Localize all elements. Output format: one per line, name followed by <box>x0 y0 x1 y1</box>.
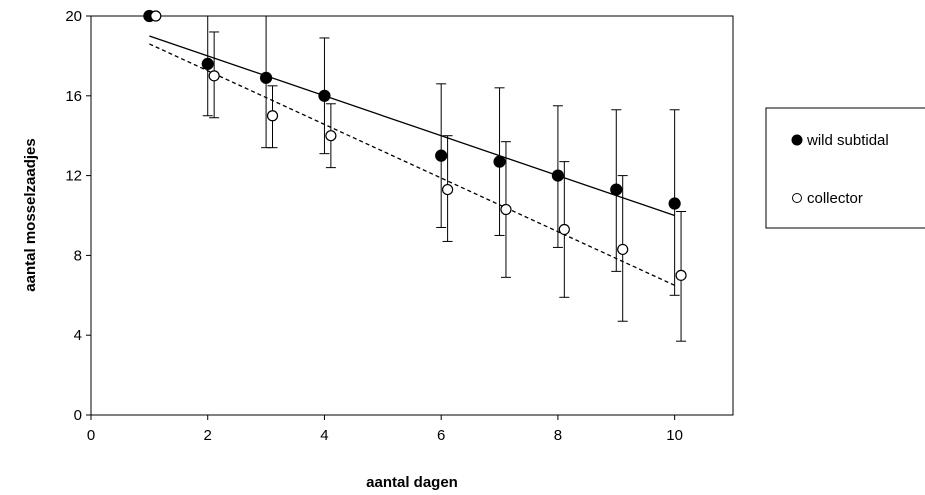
y-tick-label: 4 <box>74 327 82 344</box>
data-point-collector <box>266 110 279 122</box>
y-tick-label: 16 <box>65 88 82 105</box>
x-tick-label: 6 <box>437 427 445 444</box>
legend-box <box>765 107 925 229</box>
y-tick-label: 8 <box>74 247 82 264</box>
plot-area <box>90 15 734 416</box>
y-tick-label: 12 <box>65 168 82 185</box>
markers <box>143 9 687 281</box>
y-tick-label: 0 <box>74 407 82 424</box>
x-tick-label: 8 <box>554 427 562 444</box>
data-point-collector <box>208 70 220 82</box>
y-axis-title: aantal mosselzaadjes <box>22 138 39 291</box>
data-point-collector <box>558 223 570 236</box>
x-tick-label: 10 <box>666 427 683 444</box>
data-point-wild-subtidal <box>318 89 331 102</box>
data-point-wild-subtidal <box>259 71 273 84</box>
trendline-collector <box>149 43 675 286</box>
x-axis: 0 2 4 6 8 10 <box>87 415 683 444</box>
data-point-collector <box>500 203 512 216</box>
x-tick-label: 0 <box>87 427 95 444</box>
data-point-wild-subtidal <box>435 149 448 162</box>
trendline-wild-subtidal <box>149 35 675 217</box>
data-point-wild-subtidal <box>668 197 681 210</box>
data-point-collector <box>675 269 687 281</box>
legend-marker-collector <box>792 193 802 203</box>
legend: wild subtidal collector <box>765 107 925 229</box>
legend-label-wild-subtidal: wild subtidal <box>806 132 889 149</box>
legend-label-collector: collector <box>807 190 863 207</box>
x-tick-label: 4 <box>320 427 328 444</box>
trendlines <box>149 35 675 286</box>
data-point-collector <box>150 10 162 22</box>
x-axis-title: aantal dagen <box>366 474 458 491</box>
y-axis: 0 4 8 12 16 20 <box>65 8 91 424</box>
data-point-wild-subtidal <box>201 57 214 70</box>
data-point-collector <box>442 183 454 196</box>
data-point-wild-subtidal <box>493 155 506 168</box>
data-point-wild-subtidal <box>551 169 565 182</box>
data-point-wild-subtidal <box>610 183 623 196</box>
x-tick-label: 2 <box>204 427 212 444</box>
data-point-collector <box>617 243 629 256</box>
y-tick-label: 20 <box>65 8 82 25</box>
legend-marker-wild-subtidal <box>791 134 803 146</box>
data-point-collector <box>325 130 337 142</box>
